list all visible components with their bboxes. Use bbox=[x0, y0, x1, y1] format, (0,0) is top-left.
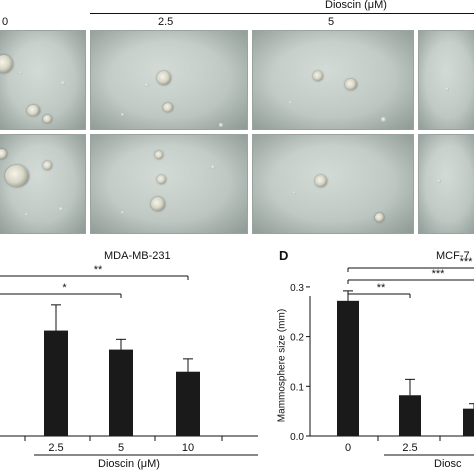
chart-mcf-7: 0.00.10.20.30 2.5******** bbox=[290, 256, 474, 456]
bar-2.5 bbox=[399, 395, 421, 436]
x-tick-label-0: 0 bbox=[345, 442, 351, 454]
sig-label-2: ** bbox=[377, 282, 386, 294]
bar-5 bbox=[109, 349, 133, 436]
bar-0 bbox=[337, 300, 359, 436]
micrograph-r2-c2 bbox=[90, 134, 248, 234]
micrograph-r1-c2 bbox=[90, 30, 248, 130]
micrograph-r2-c3 bbox=[252, 134, 414, 234]
panel-d-title: MCF-7 bbox=[436, 250, 470, 262]
panel-left-title: MDA-MB-231 bbox=[104, 250, 171, 262]
sig-label-1: *** bbox=[432, 268, 446, 280]
bar-5 bbox=[463, 408, 474, 436]
sig-label-1: * bbox=[62, 282, 67, 294]
x-tick-label-2.5: 2.5 bbox=[402, 442, 417, 454]
micrograph-r2-c1 bbox=[0, 134, 86, 234]
sig-label-0: ** bbox=[94, 264, 103, 276]
column-label-0: 0 bbox=[2, 16, 9, 28]
x-tick-label-5: 5 bbox=[118, 442, 124, 454]
column-label-2-5: 2.5 bbox=[158, 16, 174, 28]
treatment-label: Dioscin (μM) bbox=[325, 0, 387, 11]
micrograph-r1-c1 bbox=[0, 30, 86, 130]
panel-d-letter: D bbox=[279, 248, 289, 263]
bar-10 bbox=[176, 371, 200, 436]
y-tick-label-0.2: 0.2 bbox=[290, 333, 304, 344]
panel-d-ylabel: Mammosphere size (mm) bbox=[276, 308, 288, 423]
micrograph-r1-c4 bbox=[418, 30, 474, 130]
panel-d-xlabel: Diosc bbox=[434, 458, 462, 470]
panel-left-xlabel: Dioscin (μM) bbox=[98, 458, 160, 470]
chart-mda-mb-231: 2.5 5 10*** bbox=[0, 264, 258, 456]
y-tick-label-0: 0.0 bbox=[290, 432, 304, 443]
x-tick-label-2.5: 2.5 bbox=[48, 442, 63, 454]
x-tick-label-10: 10 bbox=[182, 442, 194, 454]
treatment-bracket bbox=[90, 13, 474, 14]
bar-2.5 bbox=[44, 330, 68, 436]
y-tick-label-0.3: 0.3 bbox=[290, 283, 304, 294]
sig-label-0: *** bbox=[460, 256, 474, 268]
y-tick-label-0.1: 0.1 bbox=[290, 382, 304, 393]
column-label-5: 5 bbox=[328, 16, 335, 28]
micrograph-r2-c4 bbox=[418, 134, 474, 234]
micrograph-r1-c3 bbox=[252, 30, 414, 130]
